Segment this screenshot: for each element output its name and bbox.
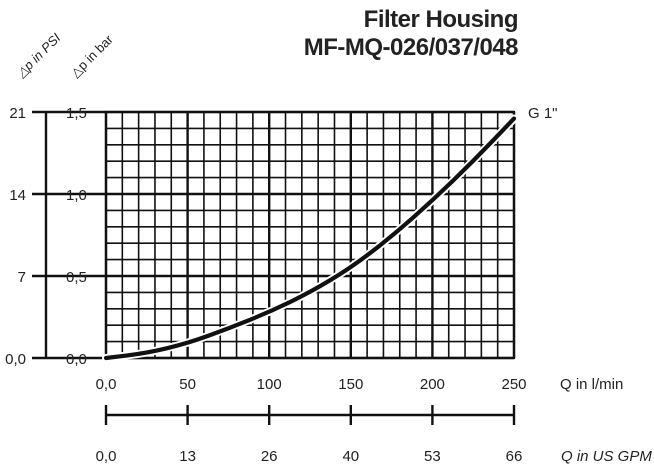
x-axis-label: Q in l/min [560, 376, 623, 393]
x-tick-label: 200 [420, 376, 445, 393]
chart-title-line2: MF-MQ-026/037/048 [303, 34, 519, 61]
x2-tick-label: 53 [424, 448, 441, 465]
y-tick-label: 0,0 [66, 351, 87, 368]
x2-tick-label: 66 [506, 448, 523, 465]
x-tick-label: 150 [338, 376, 363, 393]
series-line [103, 116, 517, 361]
y2-tick-label: 0,0 [5, 351, 26, 368]
x2-axis-label: Q in US GPM [561, 448, 652, 465]
x-tick-label: 50 [179, 376, 196, 393]
y2-tick-label: 21 [9, 105, 26, 122]
y-axis-label: △p in bar [68, 31, 117, 80]
x2-tick-label: 40 [342, 448, 359, 465]
y-tick-label: 1,0 [66, 187, 87, 204]
series-halo [102, 114, 518, 362]
y-tick-label: 0,5 [66, 269, 87, 286]
x-tick-label: 250 [501, 376, 526, 393]
x2-tick-label: 13 [179, 448, 196, 465]
plot-frame [104, 110, 516, 360]
x2-tick-label: 0,0 [96, 448, 117, 465]
series-label: G 1" [528, 105, 558, 122]
y2-axis-label: △p in PSI [13, 30, 64, 81]
x2-tick-label: 26 [261, 448, 278, 465]
chart-title-line1: Filter Housing [363, 6, 519, 33]
x-tick-label: 0,0 [96, 376, 117, 393]
x-tick-label: 100 [257, 376, 282, 393]
y2-tick-label: 7 [18, 269, 26, 286]
y2-tick-label: 14 [9, 187, 26, 204]
y-tick-label: 1,5 [66, 105, 87, 122]
